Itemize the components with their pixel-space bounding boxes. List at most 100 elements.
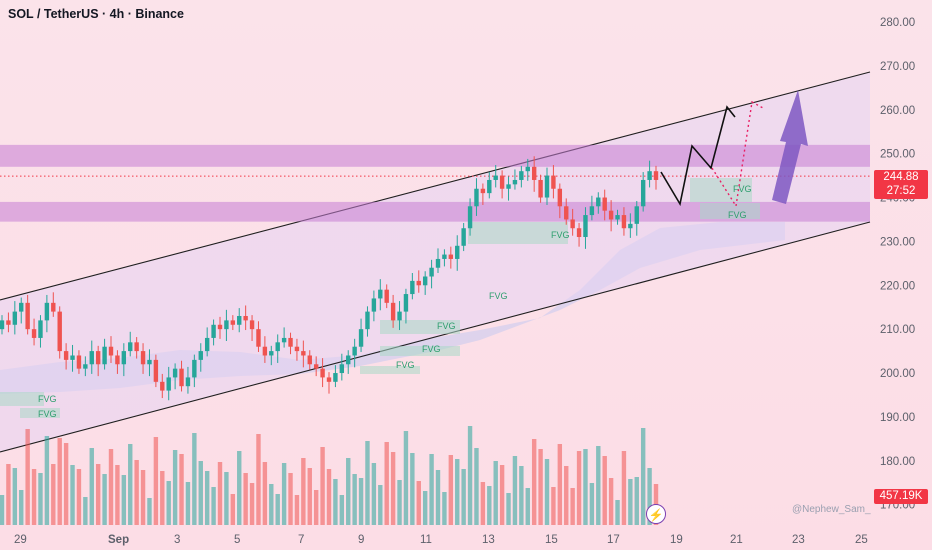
volume-bar bbox=[352, 474, 357, 525]
volume-bar bbox=[384, 442, 389, 525]
volume-bar bbox=[262, 462, 268, 525]
volume-bar bbox=[480, 482, 486, 525]
x-tick-label: 19 bbox=[670, 534, 683, 546]
volume-bar bbox=[448, 455, 454, 525]
volume-bar bbox=[185, 482, 191, 525]
volume-bar bbox=[647, 468, 652, 525]
candle-body bbox=[179, 368, 184, 387]
candle-body bbox=[474, 188, 479, 207]
candle-body bbox=[448, 254, 454, 259]
volume-bar bbox=[217, 462, 223, 525]
volume-bar bbox=[410, 453, 415, 525]
candle-body bbox=[352, 346, 357, 356]
candle-body bbox=[538, 179, 543, 198]
x-tick-label: Sep bbox=[108, 534, 129, 546]
candle-body bbox=[608, 210, 614, 220]
candle-body bbox=[371, 298, 377, 312]
candle-body bbox=[172, 368, 178, 378]
candle-body bbox=[140, 351, 146, 365]
candle-body bbox=[198, 351, 203, 360]
candle-body bbox=[44, 302, 50, 321]
candle-body bbox=[506, 184, 511, 189]
x-tick-label: 7 bbox=[298, 534, 304, 546]
volume-bar bbox=[640, 428, 646, 525]
candle-body bbox=[467, 206, 473, 229]
volume-bar bbox=[589, 483, 595, 525]
volume-bar bbox=[455, 459, 460, 525]
candle-body bbox=[6, 320, 11, 325]
candle-body bbox=[531, 166, 537, 180]
candle-body bbox=[237, 315, 242, 325]
candle-body bbox=[512, 179, 518, 185]
volume-bar bbox=[429, 454, 434, 525]
volume-bar bbox=[19, 490, 24, 525]
bullish-arrow-icon bbox=[772, 90, 808, 204]
candle-body bbox=[320, 368, 325, 378]
chart-title: SOL / TetherUS · 4h · Binance bbox=[8, 7, 184, 21]
volume-bar bbox=[83, 497, 88, 525]
candle-body bbox=[499, 175, 505, 189]
candle-body bbox=[602, 197, 607, 211]
fvg-label: FVG bbox=[733, 184, 752, 194]
channel-upper-line bbox=[0, 71, 871, 301]
volume-bar bbox=[57, 438, 62, 525]
volume-bar bbox=[121, 475, 127, 525]
y-tick-label: 210.00 bbox=[880, 324, 915, 336]
candle-body bbox=[564, 206, 569, 220]
candle-body bbox=[384, 289, 389, 303]
x-tick-label: 9 bbox=[358, 534, 364, 546]
price-tag-countdown: 27:52 bbox=[886, 184, 916, 197]
fvg-box bbox=[360, 366, 420, 374]
candle-body bbox=[224, 320, 229, 330]
x-tick-label: 5 bbox=[234, 534, 240, 546]
candle-body bbox=[429, 267, 434, 277]
volume-bar bbox=[140, 470, 146, 525]
volume-bar bbox=[333, 479, 338, 525]
volume-bar bbox=[538, 449, 543, 525]
volume-bar bbox=[608, 478, 614, 525]
candle-body bbox=[634, 206, 639, 224]
candle-body bbox=[647, 171, 652, 180]
volume-bar bbox=[63, 443, 69, 525]
candle-body bbox=[583, 215, 588, 238]
volume-bar bbox=[416, 481, 421, 525]
volume-bar bbox=[583, 449, 588, 525]
candle-body bbox=[25, 302, 30, 330]
candle-body bbox=[339, 364, 345, 374]
candle-body bbox=[480, 188, 486, 194]
volume-bar bbox=[153, 437, 159, 525]
candle-body bbox=[281, 337, 287, 343]
candle-body bbox=[121, 351, 127, 365]
lightning-icon[interactable]: ⚡ bbox=[646, 504, 666, 524]
candle-body bbox=[76, 355, 82, 369]
candle-body bbox=[147, 359, 152, 365]
volume-bar bbox=[487, 486, 492, 525]
volume-bar bbox=[531, 439, 537, 525]
volume-bar bbox=[76, 469, 82, 525]
candle-body bbox=[102, 346, 107, 365]
volume-bar bbox=[172, 450, 178, 525]
volume-bar bbox=[70, 465, 75, 525]
candle-body bbox=[249, 320, 255, 330]
volume-bar bbox=[44, 436, 50, 525]
candle-body bbox=[576, 228, 582, 238]
candle-body bbox=[621, 215, 627, 229]
volume-bar bbox=[570, 488, 575, 525]
candle-body bbox=[51, 302, 56, 312]
volume-bar bbox=[0, 495, 5, 525]
x-tick-label: 23 bbox=[792, 534, 805, 546]
candle-body bbox=[275, 342, 280, 352]
candle-body bbox=[192, 359, 197, 378]
fvg-label: FVG bbox=[422, 344, 441, 354]
volume-bar bbox=[474, 448, 479, 525]
volume-bar bbox=[89, 448, 94, 525]
volume-bar bbox=[25, 429, 30, 525]
volume-bar bbox=[506, 493, 511, 525]
volume-bar bbox=[31, 469, 37, 525]
volume-bar bbox=[628, 479, 633, 525]
candle-body bbox=[108, 346, 114, 356]
candle-body bbox=[95, 351, 101, 365]
candle-body bbox=[403, 294, 409, 312]
